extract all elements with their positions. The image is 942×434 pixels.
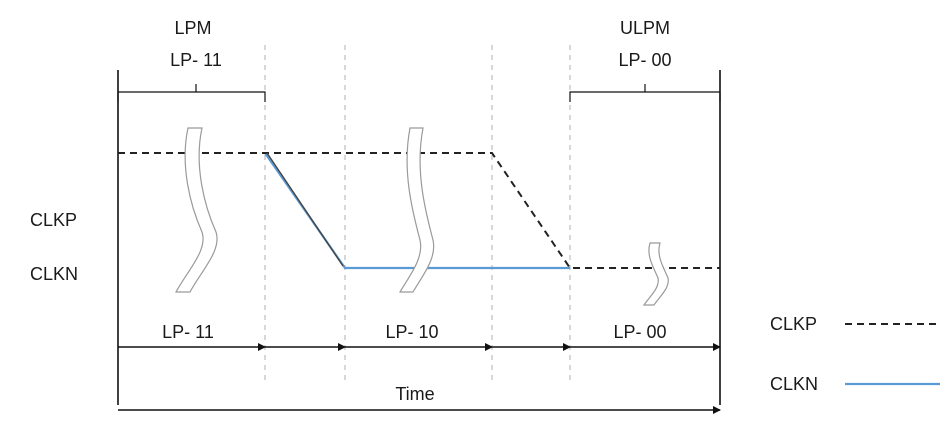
ulpm-label: ULPM	[620, 18, 670, 38]
time-axis-label: Time	[395, 384, 434, 404]
time-break-1	[174, 127, 218, 293]
legend-clkp-label: CLKP	[770, 314, 817, 334]
clkn-signal-label: CLKN	[30, 264, 78, 284]
clkp-signal	[118, 152, 720, 269]
ulpm-state-label: LP- 00	[618, 50, 671, 70]
legend-clkn-label: CLKN	[770, 374, 818, 394]
time-break-2	[398, 127, 435, 293]
ulpm-bracket	[569, 84, 721, 102]
phase-label-lp00: LP- 00	[613, 322, 666, 342]
lpm-label: LPM	[174, 18, 211, 38]
clkp-overlap-segment	[266, 152, 344, 267]
clkp-signal-label: CLKP	[30, 210, 77, 230]
legend: CLKP CLKN	[770, 314, 940, 394]
clkp-waveform	[118, 152, 720, 269]
time-break-markers	[174, 127, 669, 306]
lpm-bracket	[117, 84, 266, 102]
time-break-3	[642, 242, 669, 306]
lpm-state-label: LP- 11	[170, 50, 222, 70]
phase-label-lp11: LP- 11	[162, 322, 214, 342]
clkn-waveform	[264, 152, 570, 270]
phase-label-lp10: LP- 10	[385, 322, 438, 342]
clkn-signal	[264, 152, 570, 270]
